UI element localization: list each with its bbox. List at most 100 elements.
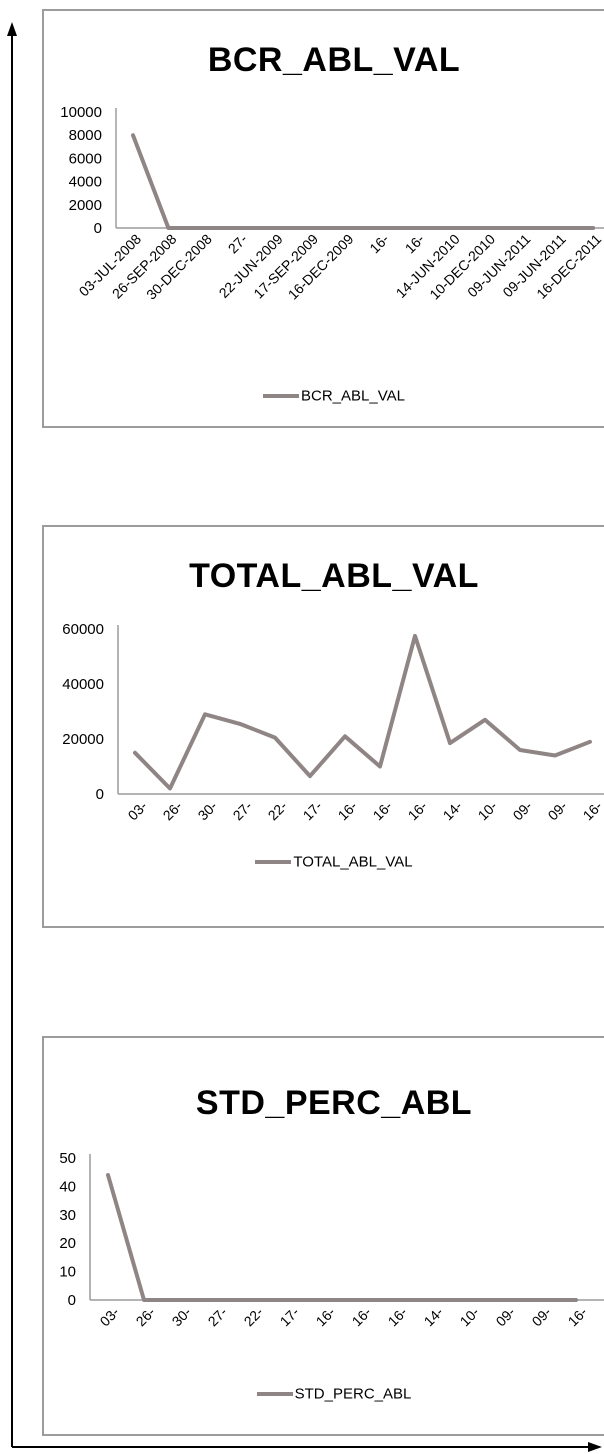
x-tick-label: 14-	[420, 1304, 446, 1330]
data-point	[379, 226, 383, 230]
x-tick-label: 09-	[528, 1304, 554, 1330]
x-tick-label: 16-	[384, 1304, 410, 1330]
y-tick-label: 8000	[69, 127, 102, 144]
x-tick-label: 30-	[168, 1304, 194, 1330]
x-tick-label: 16-	[366, 231, 392, 257]
data-point	[502, 1298, 506, 1302]
data-point	[553, 754, 557, 757]
data-point	[538, 1298, 542, 1302]
y-tick-label: 2000	[69, 197, 102, 214]
x-tick-label: 27-	[229, 798, 255, 824]
x-tick-label: 26-	[159, 798, 185, 824]
x-tick-label: 16-	[402, 231, 428, 257]
x-tick-label: 27-	[204, 1304, 230, 1330]
data-point	[250, 1298, 254, 1302]
data-point	[414, 226, 418, 230]
data-point	[131, 133, 135, 137]
x-tick-label: 16-	[404, 798, 430, 824]
data-point	[466, 1298, 470, 1302]
x-tick-label: 17-	[299, 798, 325, 824]
x-tick-label: 09-	[544, 798, 570, 824]
plot-area: 100008000600040002000003-JUL-200826-SEP-…	[60, 104, 604, 303]
data-point	[273, 736, 277, 740]
x-tick-label: 03-	[124, 798, 150, 824]
legend: TOTAL_ABL_VAL	[44, 853, 604, 871]
series-line	[133, 633, 592, 791]
chart-title: BCR_ABL_VAL	[207, 41, 461, 79]
x-tick-label: 14-	[439, 798, 465, 824]
x-tick-label: 22-	[240, 1304, 266, 1330]
data-point	[178, 1298, 182, 1302]
data-point	[591, 226, 595, 230]
x-tick-label: 22-	[264, 798, 290, 824]
data-point	[168, 787, 172, 790]
data-point	[202, 226, 206, 230]
data-point	[308, 226, 312, 230]
data-point	[518, 748, 522, 752]
y-tick-label: 10	[59, 1264, 76, 1281]
x-tick-label: 30-	[194, 798, 220, 824]
x-tick-label: 09-	[509, 798, 535, 824]
legend: BCR_ABL_VAL	[44, 387, 604, 405]
series-line	[131, 133, 596, 230]
data-point	[133, 751, 137, 755]
y-tick-label: 40	[59, 1178, 76, 1195]
data-point	[448, 741, 452, 745]
x-tick-label: 16-	[369, 798, 395, 824]
data-point	[394, 1298, 398, 1302]
data-point	[322, 1298, 326, 1302]
data-point	[574, 1298, 578, 1302]
data-point	[556, 226, 560, 230]
x-tick-label: 10-	[456, 1304, 482, 1330]
x-tick-label: 16-	[312, 1304, 338, 1330]
chart-title: TOTAL_ABL_VAL	[189, 557, 479, 595]
data-point	[520, 226, 524, 230]
x-tick-label: 16-	[348, 1304, 374, 1330]
x-tick-label: 16-	[564, 1304, 590, 1330]
y-tick-label: 0	[68, 1292, 76, 1309]
data-point	[450, 226, 454, 230]
data-point	[485, 226, 489, 230]
y-tick-label: 0	[96, 786, 104, 803]
data-point	[214, 1298, 218, 1302]
y-tick-label: 4000	[69, 174, 102, 191]
data-point	[413, 634, 417, 638]
data-point	[203, 712, 207, 716]
x-tick-label: 16-	[334, 798, 360, 824]
data-point	[286, 1298, 290, 1302]
data-point	[378, 765, 382, 768]
chart-panel-std-perc-abl: STD_PERC_ABL 50 40 30 20 10 0 03- 26- 30- 27- 22- 1…	[42, 1036, 604, 1436]
y-tick-label: 30	[59, 1207, 76, 1224]
plot-area: 60000 40000 20000 0 03- 26- 30- 27- 22- 17- 16- 16-…	[62, 621, 604, 824]
y-tick-label: 20	[59, 1235, 76, 1252]
legend-label: STD_PERC_ABL	[294, 1385, 412, 1403]
legend-label: BCR_ABL_VAL	[301, 387, 405, 405]
data-point	[343, 226, 347, 230]
y-tick-label: 50	[59, 1150, 76, 1167]
chart-title: STD_PERC_ABL	[195, 1084, 473, 1122]
data-point	[273, 226, 277, 230]
y-tick-label: 0	[94, 220, 102, 237]
x-tick-label: 17-	[276, 1304, 302, 1330]
x-tick-label: 10-	[474, 798, 500, 824]
data-point	[308, 774, 312, 778]
data-point	[142, 1298, 146, 1302]
data-point	[106, 1173, 110, 1177]
data-point	[166, 226, 170, 230]
y-tick-label: 60000	[62, 621, 104, 638]
y-tick-label: 40000	[62, 676, 104, 693]
y-tick-label: 10000	[60, 104, 102, 121]
series-line	[106, 1173, 578, 1302]
data-point	[343, 734, 347, 738]
data-point	[588, 740, 592, 744]
data-point	[430, 1298, 434, 1302]
legend-label: TOTAL_ABL_VAL	[293, 853, 413, 871]
x-tick-label: 16-	[579, 798, 604, 824]
legend-swatch	[263, 394, 300, 399]
legend-swatch	[255, 860, 292, 865]
data-point	[358, 1298, 362, 1302]
y-tick-label: 6000	[69, 150, 102, 167]
x-tick-label: 03-	[96, 1304, 122, 1330]
data-point	[238, 722, 242, 726]
